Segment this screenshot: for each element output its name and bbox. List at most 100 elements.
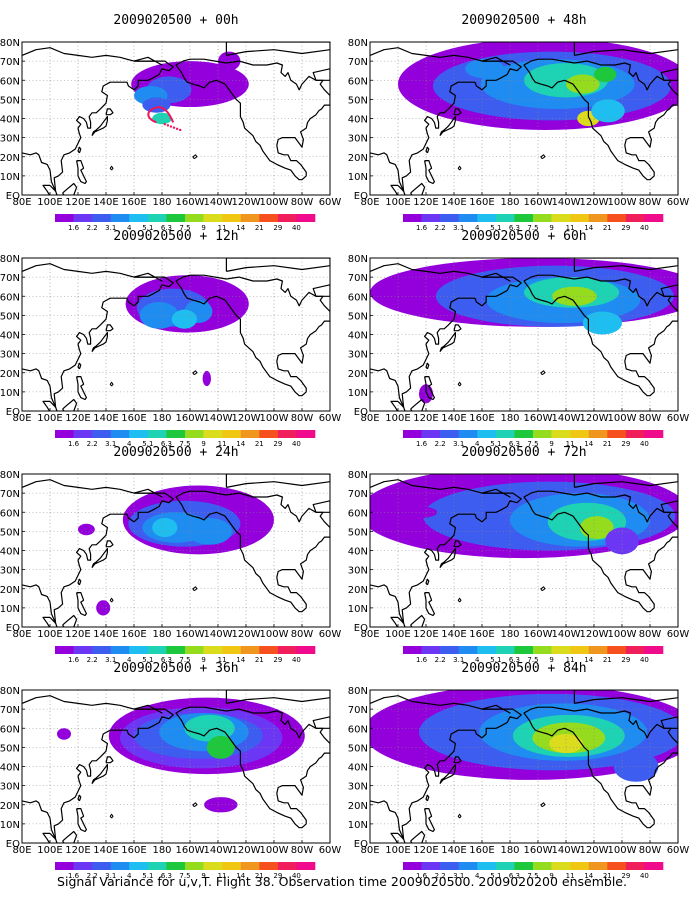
colorbar-label: 40: [640, 224, 649, 232]
colorbar-swatch: [570, 430, 590, 438]
colorbar-label: 5.1: [490, 656, 501, 664]
colorbar-swatch: [129, 646, 149, 654]
y-tick-label: 30N: [348, 782, 368, 793]
y-tick-label: EQ: [6, 191, 20, 202]
x-tick-label: 120E: [413, 845, 438, 856]
coastline: [457, 381, 462, 387]
y-tick-label: EQ: [354, 191, 368, 202]
y-tick-label: 40N: [348, 547, 368, 558]
coastline: [439, 331, 457, 353]
colorbar-label: 40: [640, 440, 649, 448]
x-tick-label: 180: [152, 629, 171, 640]
panel-title: 2009020500 + 36h: [113, 661, 238, 676]
y-tick-label: 50N: [0, 527, 20, 538]
x-tick-label: 180: [500, 197, 519, 208]
flight-track: [147, 106, 175, 124]
x-tick-label: 120E: [65, 845, 90, 856]
y-tick-label: 50N: [348, 527, 368, 538]
x-tick-label: 160W: [176, 413, 205, 424]
x-tick-label: 160E: [469, 197, 494, 208]
coastline: [481, 56, 511, 66]
x-tick-label: 60W: [319, 845, 342, 856]
coastline: [77, 362, 82, 370]
y-tick-label: 80N: [0, 470, 20, 481]
variance-contour: [206, 735, 235, 759]
x-tick-label: 120W: [232, 197, 261, 208]
colorbar-swatch: [588, 862, 608, 870]
y-tick-label: 40N: [348, 331, 368, 342]
y-tick-label: 80N: [0, 38, 20, 49]
colorbar-swatch: [607, 862, 627, 870]
x-tick-label: 120W: [232, 413, 261, 424]
colorbar-label: 40: [292, 872, 301, 880]
colorbar-label: 6.3: [161, 224, 172, 232]
coastline: [105, 540, 114, 548]
colorbar-label: 4: [127, 440, 132, 448]
y-tick-label: 80N: [348, 254, 368, 265]
y-tick-label: 50N: [0, 311, 20, 322]
colorbar-label: 14: [236, 872, 245, 880]
colorbar-label: 3.1: [453, 224, 464, 232]
colorbar-swatch: [625, 862, 645, 870]
colorbar-swatch: [203, 430, 223, 438]
coastline: [453, 108, 462, 116]
map-panel: 2009020500 + 60h 80E 100E 120E 140E 160E 180 16…: [348, 229, 690, 448]
variance-contour: [202, 370, 211, 387]
x-tick-label: 120W: [580, 845, 609, 856]
colorbar-swatch: [110, 646, 130, 654]
coastline: [573, 690, 678, 704]
x-tick-label: 100E: [37, 197, 62, 208]
colorbar-label: 1.6: [416, 224, 428, 232]
colorbar-swatch: [514, 214, 534, 222]
colorbar-swatch: [92, 214, 112, 222]
colorbar-swatch: [421, 646, 441, 654]
x-tick-label: 160E: [121, 845, 146, 856]
colorbar-swatch: [203, 862, 223, 870]
coastline: [76, 375, 88, 401]
x-tick-label: 80W: [639, 629, 662, 640]
colorbar-swatch: [421, 862, 441, 870]
coastline: [390, 832, 406, 843]
colorbar-label: 21: [255, 440, 264, 448]
colorbar-swatch: [259, 646, 279, 654]
colorbar-label: 2.2: [87, 440, 98, 448]
colorbar-label: 14: [236, 440, 245, 448]
colorbar-label: 9: [201, 656, 205, 664]
x-tick-label: 100W: [608, 197, 637, 208]
y-tick-label: 30N: [348, 350, 368, 361]
coastline: [76, 159, 88, 185]
x-tick-label: 100E: [37, 629, 62, 640]
x-tick-label: 140W: [204, 413, 233, 424]
y-tick-label: 20N: [348, 585, 368, 596]
colorbar-label: 4: [475, 224, 480, 232]
coastline: [133, 56, 163, 66]
colorbar-label: 21: [255, 872, 264, 880]
colorbar-label: 11: [218, 440, 227, 448]
y-tick-label: 30N: [348, 566, 368, 577]
x-tick-label: 160E: [121, 197, 146, 208]
coastline: [133, 272, 163, 282]
panel-title: 2009020500 + 00h: [113, 13, 238, 28]
colorbar-label: 40: [640, 872, 649, 880]
y-tick-label: 60N: [348, 292, 368, 303]
colorbar-label: 6.3: [509, 440, 520, 448]
colorbar-label: 6.3: [509, 872, 520, 880]
y-tick-label: 20N: [348, 369, 368, 380]
coastline: [312, 68, 330, 81]
colorbar-label: 5.1: [142, 656, 153, 664]
coastline: [105, 324, 114, 332]
colorbar-swatch: [185, 430, 204, 438]
colorbar-swatch: [403, 646, 422, 654]
x-tick-label: 100E: [385, 845, 410, 856]
colorbar-swatch: [477, 646, 497, 654]
colorbar-swatch: [440, 430, 460, 438]
x-tick-label: 100W: [608, 629, 637, 640]
coastline: [225, 258, 330, 272]
colorbar-swatch: [110, 862, 130, 870]
coastline: [410, 182, 426, 195]
x-tick-label: 100W: [608, 413, 637, 424]
map-panel: 2009020500 + 00h 80E 100E 120E 140E 160E 180 16…: [0, 13, 341, 232]
colorbar-label: 5.1: [490, 440, 501, 448]
x-tick-label: 100W: [260, 629, 289, 640]
colorbar-label: 14: [584, 440, 593, 448]
